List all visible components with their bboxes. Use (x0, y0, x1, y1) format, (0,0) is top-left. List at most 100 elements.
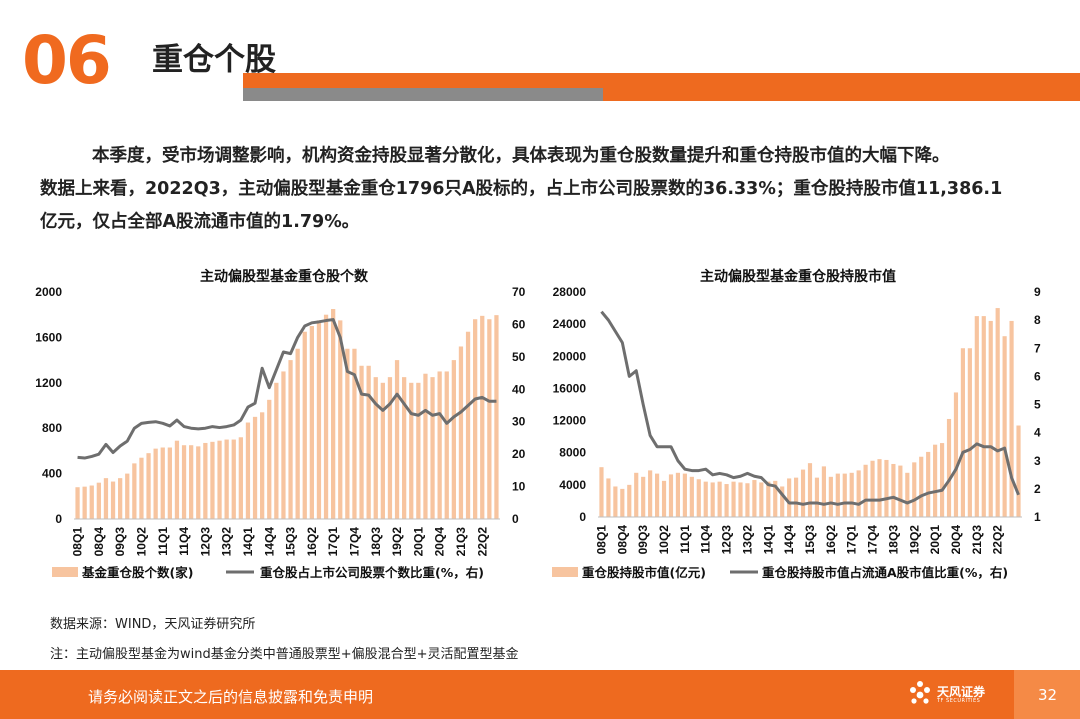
x-axis-tick: 18Q3 (886, 525, 900, 555)
x-axis-tick: 08Q4 (615, 525, 629, 555)
bar (217, 440, 222, 519)
right-axis-tick: 50 (512, 350, 526, 364)
bar (174, 440, 180, 519)
right-axis-tick: 30 (512, 415, 526, 429)
x-axis-tick: 19Q2 (907, 525, 921, 555)
bar (960, 348, 965, 517)
bar (946, 418, 952, 517)
legend-swatch-bar (52, 567, 78, 577)
bar (132, 463, 137, 519)
bar (821, 466, 826, 518)
intro-line-1: 本季度，受市场调整影响，机构资金持股显著分散化，具体表现为重仓股数量提升和重仓持… (92, 146, 950, 166)
bar (125, 473, 130, 519)
bar (661, 480, 667, 517)
bar (167, 447, 172, 519)
bar (807, 463, 813, 517)
right-axis-tick: 7 (1034, 341, 1041, 355)
chart-title: 主动偏股型基金重仓股个数 (200, 268, 369, 285)
bar (849, 472, 854, 517)
right-axis-tick: 3 (1034, 454, 1041, 468)
line-series (600, 310, 1020, 506)
x-axis-tick: 14Q4 (782, 525, 796, 555)
bar (281, 371, 286, 519)
left-axis-tick: 0 (579, 510, 586, 524)
left-axis-tick: 400 (42, 467, 62, 481)
intro-paragraph: 本季度，受市场调整影响，机构资金持股显著分散化，具体表现为重仓股数量提升和重仓持… (40, 140, 1060, 239)
bar (800, 469, 806, 517)
bar (302, 331, 307, 519)
bar (953, 392, 959, 517)
bar (835, 473, 840, 517)
bar (465, 331, 471, 519)
bar (394, 360, 400, 519)
bar (905, 472, 910, 517)
right-axis-tick: 4 (1034, 426, 1041, 440)
left-axis-tick: 2000 (35, 285, 62, 299)
x-axis-tick: 08Q4 (92, 527, 106, 557)
bar (267, 399, 272, 519)
x-axis-tick: 20Q1 (928, 525, 942, 555)
bar (912, 462, 917, 517)
bar (458, 346, 464, 519)
bar (627, 484, 632, 517)
left-axis-tick: 800 (42, 421, 62, 435)
footer-brand-name: 天风证券 (937, 685, 986, 699)
bar (238, 437, 243, 519)
legend-swatch-bar (552, 567, 578, 577)
line-series (77, 318, 497, 460)
bar (634, 472, 639, 517)
x-axis-tick: 16Q2 (305, 527, 319, 557)
right-axis-tick: 2 (1034, 482, 1041, 496)
chart-holdings-value-svg: 主动偏股型基金重仓股持股市值04000800012000160002000024… (552, 268, 1041, 580)
right-axis-tick: 60 (512, 317, 526, 331)
chart-holdings-value: 主动偏股型基金重仓股持股市值 0 4000 8000 12000 16000 20000 24… (540, 262, 1080, 597)
bar (773, 480, 778, 517)
bar (359, 365, 364, 519)
bar (288, 360, 293, 519)
bar (416, 382, 421, 519)
right-axis-tick: 10 (512, 480, 526, 494)
bar (641, 476, 646, 517)
bar (494, 315, 499, 519)
footer-disclaimer: 请务必阅读正文之后的信息披露和免责申明 (88, 688, 374, 706)
intro-line-2: 数据上来看，2022Q3，主动偏股型基金重仓1796只A股标的，占上市公司股票数… (40, 179, 1003, 199)
bar (181, 445, 187, 519)
bar (599, 467, 604, 517)
bar (766, 481, 771, 517)
x-axis-tick: 08Q1 (594, 525, 608, 555)
bar (995, 308, 1000, 517)
x-axis-tick: 20Q4 (433, 527, 447, 557)
bar (759, 482, 764, 517)
bar (877, 459, 882, 517)
left-axis-tick: 8000 (559, 446, 586, 460)
bar (1002, 336, 1007, 517)
x-axis-tick: 10Q2 (134, 527, 148, 557)
bar (473, 319, 478, 519)
bar (345, 348, 350, 519)
bar (1016, 425, 1021, 517)
bar (423, 373, 428, 519)
x-axis-tick: 11Q4 (177, 527, 191, 556)
bar (224, 439, 229, 519)
legend-label-bar: 重仓股持股市值(亿元) (582, 565, 706, 580)
bar (366, 365, 371, 519)
bar (387, 377, 393, 520)
page-number: 32 (1038, 686, 1058, 704)
x-axis-tick: 14Q4 (262, 527, 276, 557)
x-axis-tick: 17Q1 (326, 527, 340, 557)
left-axis-tick: 1200 (35, 376, 62, 390)
x-axis-tick: 22Q2 (475, 527, 489, 557)
x-axis-tick: 11Q1 (156, 527, 170, 556)
bar (752, 480, 757, 517)
bar (480, 315, 485, 519)
x-axis-tick: 14Q1 (241, 527, 255, 557)
bar (689, 476, 694, 517)
bar (988, 320, 993, 517)
bar (898, 465, 903, 517)
x-axis-tick: 11Q4 (699, 525, 713, 554)
x-axis-tick: 15Q3 (284, 527, 298, 557)
bar (274, 382, 279, 519)
bar (75, 487, 80, 519)
x-axis-tick: 17Q1 (845, 525, 859, 555)
x-axis-tick: 08Q1 (71, 527, 85, 557)
